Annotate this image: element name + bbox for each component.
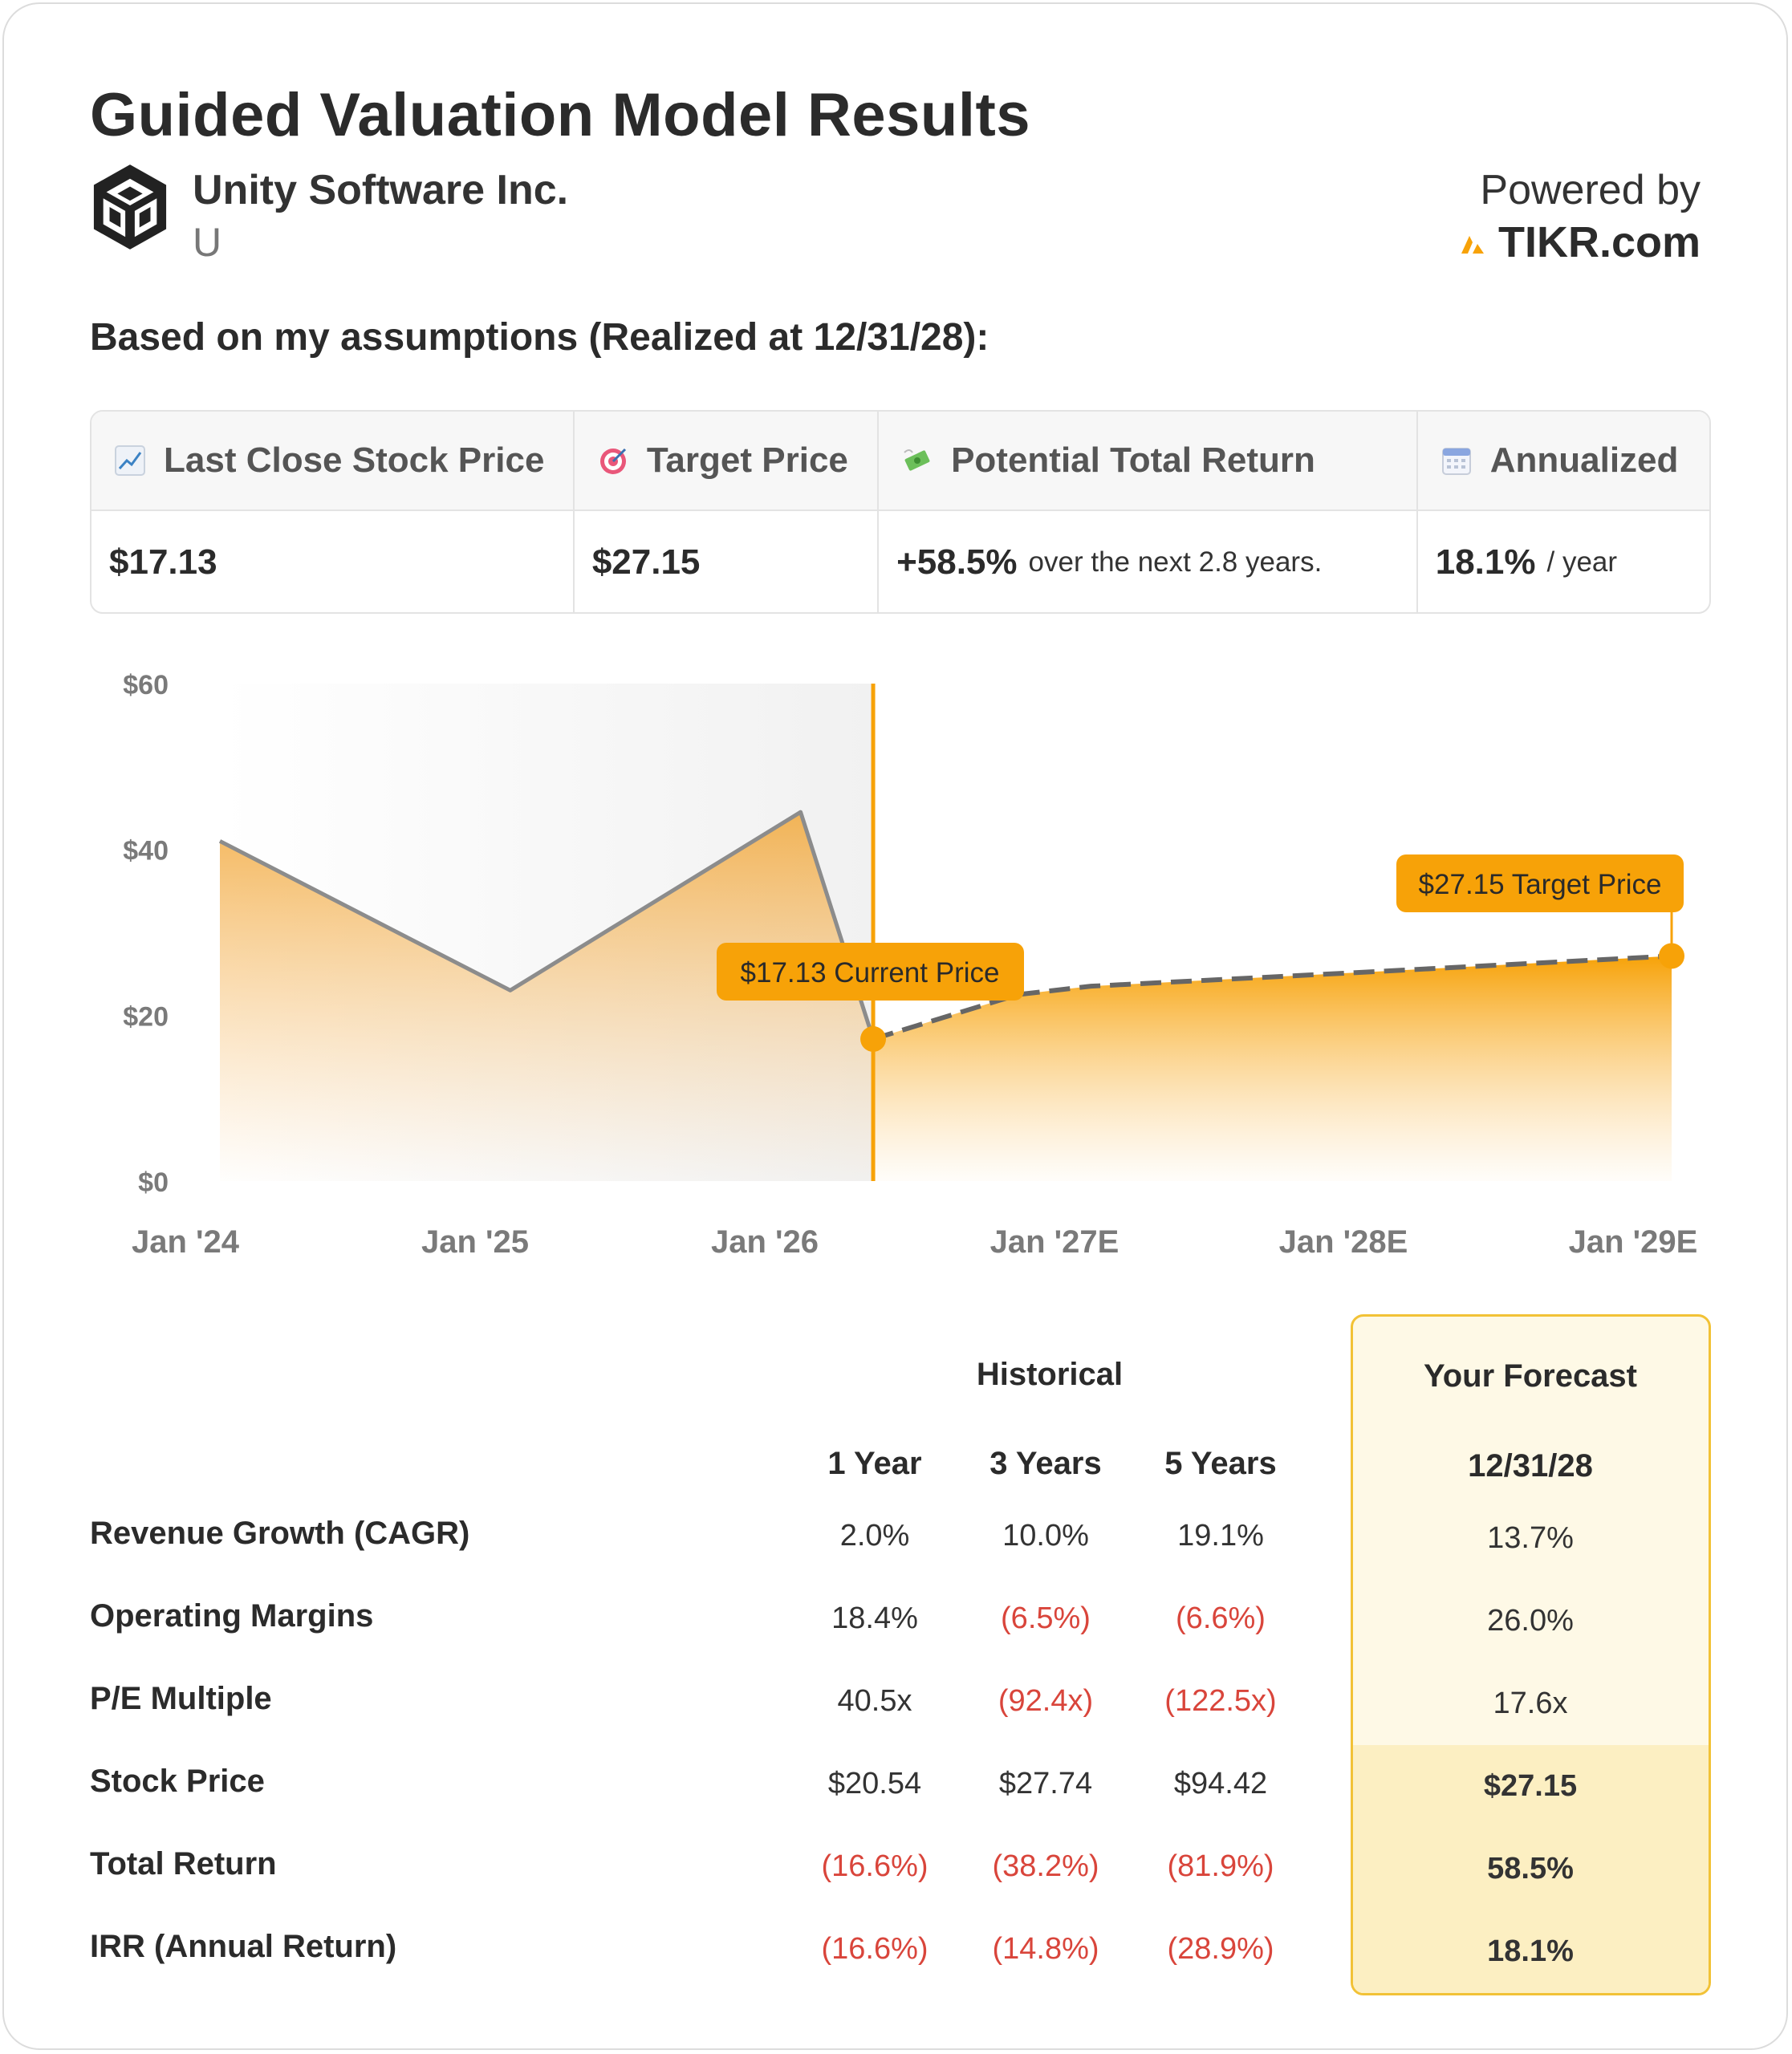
metric-suffix: over the next 2.8 years.: [1028, 546, 1323, 578]
powered-by-label: Powered by: [1480, 167, 1701, 213]
row-label: P/E Multiple: [90, 1681, 272, 1716]
historical-value: $27.74: [998, 1767, 1093, 1800]
target-price-label: $27.15 Target Price: [1419, 869, 1662, 900]
x-tick-label: Jan '26: [711, 1224, 819, 1260]
current-price-badge: [717, 943, 1024, 1001]
metric-label: Annualized: [1489, 440, 1679, 480]
target-price-badge: [1396, 854, 1684, 912]
metric-label: Last Close Stock Price: [164, 440, 545, 480]
historical-value: 10.0%: [1002, 1519, 1089, 1553]
y-tick-label: $60: [123, 670, 169, 700]
historical-value: (6.6%): [1176, 1601, 1266, 1635]
forecast-area: [873, 956, 1672, 1181]
metric-annualized: Annualized 18.1% / year: [1417, 412, 1709, 612]
historical-line: [218, 810, 876, 1040]
metric-value: $17.13: [109, 542, 217, 582]
x-tick-label: Jan '24: [132, 1224, 240, 1260]
historical-value: 18.4%: [831, 1601, 918, 1635]
historical-value: 40.5x: [837, 1684, 912, 1718]
historical-value: (6.5%): [1001, 1601, 1091, 1635]
historical-group-header: Historical: [976, 1357, 1124, 1392]
historical-value: $94.42: [1173, 1767, 1268, 1800]
tikr-brand[interactable]: TIKR.com: [1458, 217, 1701, 267]
x-tick-label: Jan '25: [421, 1224, 529, 1260]
historical-value: (92.4x): [998, 1684, 1094, 1718]
historical-value: (81.9%): [1167, 1849, 1274, 1883]
chart-increasing-icon: [115, 445, 145, 476]
column-header: 1 Year: [827, 1446, 922, 1481]
historical-value: 19.1%: [1177, 1519, 1264, 1553]
metric-value: +58.5%: [896, 542, 1018, 582]
metrics-table: Last Close Stock Price $17.13 Target Pri…: [90, 410, 1711, 614]
ticker-symbol: U: [193, 220, 222, 265]
target-price-point: [1659, 943, 1684, 969]
tikr-brand-label: TIKR.com: [1497, 218, 1701, 266]
tikr-logo-icon: [1461, 236, 1484, 254]
metric-label: Potential Total Return: [951, 440, 1315, 480]
x-tick-label: Jan '29E: [1569, 1224, 1698, 1260]
historical-area: [220, 812, 874, 1181]
assumptions-heading: Based on my assumptions (Realized at 12/…: [90, 316, 989, 359]
forecast-value: 26.0%: [1487, 1604, 1574, 1638]
y-tick-label: $0: [138, 1167, 169, 1198]
x-tick-label: Jan '27E: [990, 1224, 1119, 1260]
historical-value: (38.2%): [992, 1849, 1099, 1883]
metric-last-close: Last Close Stock Price $17.13: [91, 412, 575, 612]
money-flying-icon: [904, 449, 930, 471]
row-label: Revenue Growth (CAGR): [90, 1516, 470, 1551]
y-tick-label: $20: [123, 1001, 169, 1032]
column-header: 5 Years: [1164, 1446, 1277, 1481]
forecast-value: 13.7%: [1487, 1521, 1574, 1555]
current-price-label: $17.13 Current Price: [741, 957, 1000, 988]
forecast-value: 58.5%: [1487, 1852, 1574, 1886]
historical-value: $20.54: [827, 1767, 922, 1800]
row-label: Stock Price: [90, 1764, 265, 1799]
target-icon: [599, 448, 626, 474]
unity-logo-icon: [93, 164, 167, 250]
y-tick-label: $40: [123, 836, 169, 867]
historical-value: 2.0%: [839, 1519, 910, 1553]
row-label: Total Return: [90, 1846, 277, 1881]
forecast-value: 17.6x: [1493, 1687, 1568, 1720]
forecast-line: [872, 953, 1672, 1041]
historical-value: (16.6%): [821, 1932, 929, 1966]
price-chart: $60 $40 $20 $0 Jan '24 Jan '25 Jan '26 Jan '27E…: [123, 670, 1698, 1260]
forecast-value: $27.15: [1483, 1769, 1578, 1803]
forecast-column-header: 12/31/28: [1468, 1448, 1593, 1484]
metric-target-price: Target Price $27.15: [574, 412, 880, 612]
metric-label: Target Price: [646, 440, 848, 480]
historical-value: (28.9%): [1167, 1932, 1274, 1966]
forecast-panel: [1351, 1314, 1711, 1995]
row-label: Operating Margins: [90, 1598, 374, 1634]
forecast-value: 18.1%: [1487, 1934, 1574, 1968]
metric-suffix: / year: [1546, 546, 1618, 578]
x-tick-label: Jan '28E: [1279, 1224, 1408, 1260]
page-title: Guided Valuation Model Results: [90, 81, 1031, 149]
row-label: IRR (Annual Return): [90, 1929, 397, 1964]
current-price-point: [860, 1025, 887, 1052]
historical-value: (16.6%): [821, 1849, 929, 1883]
metric-value: 18.1%: [1435, 542, 1536, 582]
metric-value: $27.15: [591, 542, 701, 582]
historical-value: (14.8%): [992, 1932, 1099, 1966]
forecast-group-header: Your Forecast: [1424, 1358, 1637, 1394]
historical-value: (122.5x): [1164, 1684, 1277, 1718]
company-name: Unity Software Inc.: [193, 167, 569, 213]
calendar-icon: [1441, 448, 1471, 475]
column-header: 3 Years: [989, 1446, 1102, 1481]
metric-potential-return: Potential Total Return +58.5% over the n…: [879, 412, 1418, 612]
